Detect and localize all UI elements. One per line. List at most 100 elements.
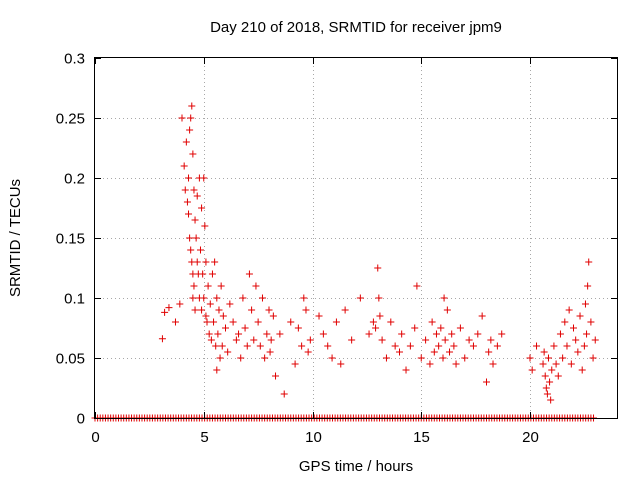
data-point — [183, 198, 191, 206]
data-point — [443, 306, 451, 314]
data-point — [202, 258, 210, 266]
data-point — [181, 186, 189, 194]
data-point — [341, 306, 349, 314]
data-point — [426, 360, 434, 368]
data-point — [456, 324, 464, 332]
data-point — [190, 282, 198, 290]
data-point — [294, 324, 302, 332]
data-point — [269, 312, 277, 320]
y-tick-label: 0 — [77, 411, 85, 428]
x-tick-label: 15 — [413, 429, 430, 446]
data-point — [417, 354, 425, 362]
data-point — [387, 318, 395, 326]
data-point — [165, 304, 173, 312]
data-point — [199, 270, 207, 278]
data-point — [461, 354, 469, 362]
data-point — [185, 210, 193, 218]
x-tick-label: 0 — [91, 429, 99, 446]
data-point — [189, 150, 197, 158]
data-point — [526, 354, 534, 362]
data-point — [493, 342, 501, 350]
data-point — [559, 354, 567, 362]
x-tick-label: 20 — [522, 429, 539, 446]
data-point — [452, 360, 460, 368]
data-point — [578, 366, 586, 374]
y-tick-label: 0.05 — [56, 351, 85, 368]
data-point — [422, 336, 430, 344]
data-point — [548, 366, 556, 374]
data-point — [430, 348, 438, 356]
data-point — [190, 186, 198, 194]
data-point — [186, 126, 194, 134]
data-point — [216, 354, 224, 362]
data-point — [215, 306, 223, 314]
data-point — [206, 300, 214, 308]
data-point — [554, 372, 562, 380]
data-point — [252, 282, 260, 290]
data-point — [498, 330, 506, 338]
data-point — [448, 330, 456, 338]
data-point — [302, 306, 310, 314]
data-point — [211, 258, 219, 266]
data-point — [328, 354, 336, 362]
data-point — [280, 390, 288, 398]
data-point — [406, 342, 414, 350]
data-point — [171, 318, 179, 326]
data-point — [437, 324, 445, 332]
y-tick-label: 0.25 — [56, 111, 85, 128]
data-point — [204, 282, 212, 290]
data-point — [563, 342, 571, 350]
data-point — [222, 324, 229, 332]
data-point — [552, 360, 560, 368]
data-point — [258, 294, 266, 302]
data-point — [374, 264, 382, 272]
data-point — [237, 354, 245, 362]
data-point — [180, 162, 188, 170]
data-point — [261, 354, 269, 362]
data-point — [428, 318, 436, 326]
data-point — [266, 348, 274, 356]
data-point — [272, 372, 280, 380]
data-point — [192, 234, 200, 242]
data-point — [186, 234, 194, 242]
data-point — [533, 342, 541, 350]
data-point — [581, 300, 589, 308]
data-point — [300, 294, 308, 302]
data-point — [378, 336, 386, 344]
data-point — [213, 366, 221, 374]
data-point — [265, 306, 273, 314]
y-axis-label: SRMTID / TECUs — [7, 179, 24, 297]
data-point — [319, 330, 327, 338]
data-point — [203, 318, 211, 326]
data-point — [547, 396, 555, 404]
data-point — [567, 360, 575, 368]
data-point — [580, 342, 588, 350]
data-point — [254, 318, 262, 326]
y-tick-label: 0.15 — [56, 231, 85, 248]
y-tick-label: 0.3 — [64, 51, 85, 68]
data-point — [276, 330, 284, 338]
data-point — [224, 348, 232, 356]
data-point — [543, 390, 551, 398]
data-point — [263, 330, 271, 338]
data-point — [546, 378, 554, 386]
data-point — [287, 318, 295, 326]
data-point — [193, 192, 201, 200]
data-point — [158, 335, 166, 343]
data-point — [542, 384, 550, 392]
data-point — [585, 258, 593, 266]
data-point — [528, 366, 536, 374]
data-point — [574, 348, 582, 356]
data-point — [376, 312, 384, 320]
data-point — [539, 360, 547, 368]
data-point — [478, 312, 486, 320]
data-point — [241, 324, 249, 332]
data-point — [591, 336, 599, 344]
data-point — [198, 204, 206, 212]
data-point — [584, 282, 592, 290]
data-point — [440, 294, 448, 302]
data-point — [446, 348, 454, 356]
data-point — [217, 282, 225, 290]
